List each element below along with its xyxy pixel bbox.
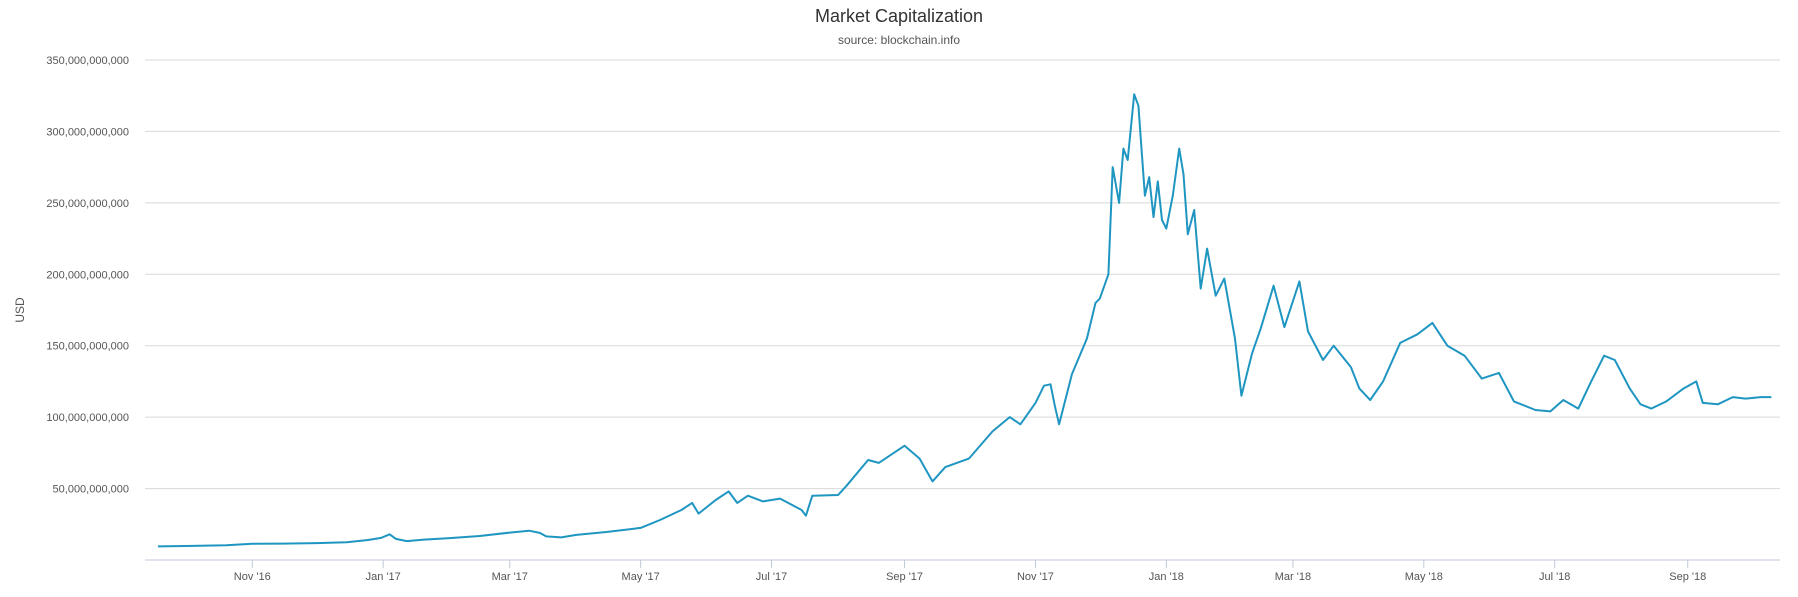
x-tick-label: Sep '17 bbox=[886, 571, 923, 583]
y-tick-label: 200,000,000,000 bbox=[46, 269, 129, 281]
series-line bbox=[157, 93, 1772, 548]
x-tick-label: Mar '18 bbox=[1275, 571, 1311, 583]
x-tick-label: Sep '18 bbox=[1669, 571, 1706, 583]
x-tick-label: Nov '16 bbox=[234, 571, 271, 583]
y-axis-title: USD bbox=[13, 297, 27, 323]
x-tick-label: Jan '18 bbox=[1149, 571, 1184, 583]
chart-title: Market Capitalization bbox=[814, 6, 984, 26]
x-tick-label: Nov '17 bbox=[1017, 571, 1054, 583]
x-tick-label: Jan '17 bbox=[366, 571, 401, 583]
y-tick-label: 50,000,000,000 bbox=[53, 484, 129, 496]
x-axis-tick-labels: Nov '16 Jan '17 Mar '17 May '17 Jul '17 Sep '… bbox=[234, 560, 1706, 583]
grid-lines bbox=[145, 59, 1780, 490]
x-tick-label: Jul '18 bbox=[1539, 571, 1570, 583]
chart-subtitle: source: blockchain.info bbox=[837, 33, 961, 47]
x-tick-label: Mar '17 bbox=[492, 571, 528, 583]
y-tick-label: 250,000,000,000 bbox=[46, 198, 129, 210]
y-tick-label: 350,000,000,000 bbox=[46, 55, 129, 67]
y-tick-label: 100,000,000,000 bbox=[46, 412, 129, 424]
y-tick-label: 150,000,000,000 bbox=[46, 341, 129, 353]
x-tick-label: Jul '17 bbox=[756, 571, 787, 583]
y-tick-label: 300,000,000,000 bbox=[46, 126, 129, 138]
x-tick-label: May '17 bbox=[622, 571, 660, 583]
x-tick-label: May '18 bbox=[1405, 571, 1443, 583]
y-axis-tick-labels: 50,000,000,000 100,000,000,000 150,000,000… bbox=[46, 55, 129, 496]
